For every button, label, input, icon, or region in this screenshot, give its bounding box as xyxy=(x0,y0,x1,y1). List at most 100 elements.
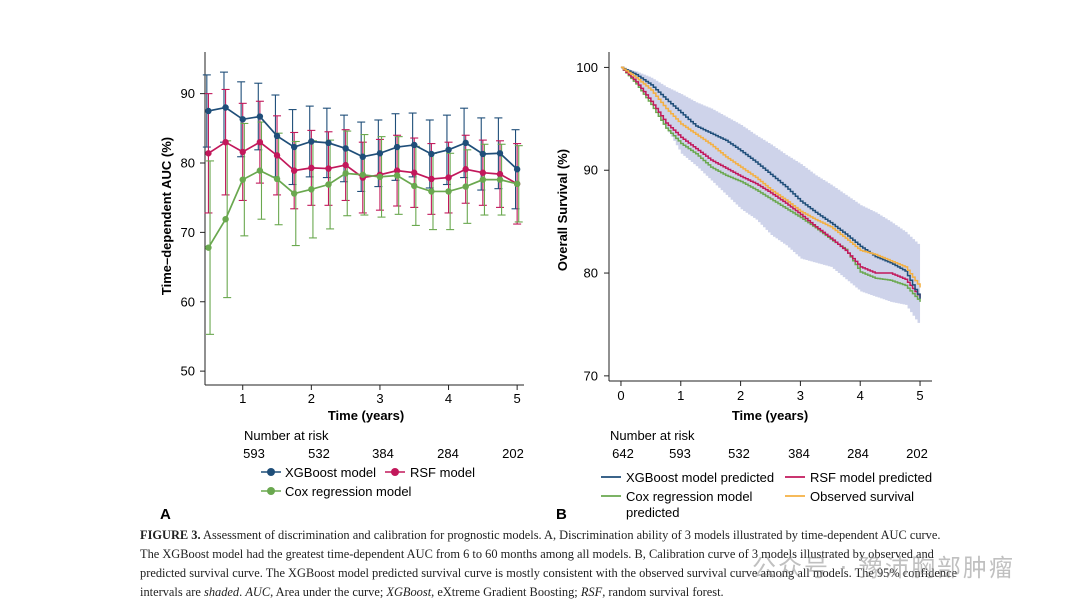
panel-b-x-tick-label: 3 xyxy=(797,388,804,403)
xgboost-model-point xyxy=(256,113,264,120)
rsf-model-point xyxy=(445,174,452,181)
panel-a-y-tick-label: 90 xyxy=(181,86,195,101)
rsf-model-point xyxy=(222,138,229,146)
caption-xgboost: XGBoost xyxy=(386,585,432,599)
xgboost-model-point xyxy=(325,139,332,147)
caption-auc: AUC xyxy=(245,585,271,599)
panel-a-risk-values: 593 532 384 284 202 xyxy=(243,446,524,461)
panel-a-x-tick-label: 4 xyxy=(445,391,452,406)
panel-a-risk-value: 593 xyxy=(243,446,265,461)
caption-body-3: , eXtreme Gradient Boosting; xyxy=(431,585,581,599)
xgboost-model-point xyxy=(308,138,315,145)
panel-a-y-tick-label: 60 xyxy=(181,294,195,309)
panel-a-x-axis-label: Time (years) xyxy=(328,408,404,423)
watermark-text: 公众号 · 豫沛胸部肿瘤 xyxy=(752,554,1015,582)
panel-a-y-ticks: 50 60 70 80 90 xyxy=(181,86,205,379)
xgboost-model-point xyxy=(393,143,401,151)
caption-body-1: Assessment of discrimination and calibra… xyxy=(140,528,958,599)
panel-a-y-tick-label: 80 xyxy=(181,156,195,171)
panel-b-risk-value: 532 xyxy=(728,446,750,461)
panel-b-risk-value: 284 xyxy=(847,446,869,461)
rsf-model-point xyxy=(290,167,298,174)
caption-body-4: , random survival forest. xyxy=(602,585,724,599)
cox-regression-model-point xyxy=(273,175,281,183)
rsf-model-point xyxy=(205,150,212,157)
cox-regression-model-point xyxy=(239,176,246,183)
panel-b-risk-title: Number at risk xyxy=(610,428,695,443)
cox-regression-model-point xyxy=(290,190,298,197)
xgboost-model-point xyxy=(428,150,435,158)
cox-regression-model-point xyxy=(411,182,418,190)
panel-b-x-tick-label: 5 xyxy=(916,388,923,403)
panel-b-x-tick-label: 4 xyxy=(857,388,864,403)
panel-b-risk-value: 384 xyxy=(788,446,810,461)
caption-lead: FIGURE 3. xyxy=(140,528,201,542)
cox-regression-model-point xyxy=(359,171,366,178)
panel-a-auc-chart: 1 2 3 4 5 50 60 70 80 90 Time (years) Time–depen… xyxy=(159,52,524,523)
rsf-model-point xyxy=(479,169,487,176)
panel-b-label: B xyxy=(556,506,567,523)
panel-a-x-tick-label: 1 xyxy=(239,391,246,406)
panel-b-x-tick-label: 1 xyxy=(677,388,684,403)
cox-regression-model-point xyxy=(445,188,452,195)
panel-b-y-axis-label: Overall Survival (%) xyxy=(555,149,570,271)
cox-regression-model-point xyxy=(393,172,401,179)
cox-regression-model-point xyxy=(222,215,229,223)
panel-a-y-tick-label: 70 xyxy=(181,225,195,240)
panel-a-series-points xyxy=(205,104,521,251)
panel-b-calibration-chart: 0 1 2 3 4 5 70 80 90 100 Time (years) Overall Su… xyxy=(555,52,932,523)
panel-a-error-bars xyxy=(202,71,523,335)
legend-cox-marker xyxy=(267,487,275,495)
panel-a-x-ticks: 1 2 3 4 5 xyxy=(239,385,521,406)
panel-b-x-tick-label: 2 xyxy=(737,388,744,403)
legend-xgboost-marker xyxy=(267,468,275,476)
panel-a-risk-value: 202 xyxy=(502,446,524,461)
panel-b-x-tick-label: 0 xyxy=(617,388,624,403)
rsf-model-point xyxy=(325,165,332,172)
cox-regression-model-point xyxy=(256,167,264,174)
legend-b-observed-label: Observed survival xyxy=(810,489,914,504)
panel-a-legend: XGBoost model RSF model Cox regression m… xyxy=(261,465,475,499)
cox-regression-model-point xyxy=(205,244,212,251)
cox-regression-model-point xyxy=(462,183,469,190)
panel-b-y-ticks: 70 80 90 100 xyxy=(576,60,609,383)
xgboost-model-point xyxy=(479,150,487,158)
panel-b-y-tick-label: 100 xyxy=(576,60,598,75)
cox-regression-model-point xyxy=(479,176,487,183)
legend-xgboost-label: XGBoost model xyxy=(285,465,376,480)
caption-shaded: shaded xyxy=(204,585,240,599)
panel-a-risk-value: 532 xyxy=(308,446,330,461)
panel-a-x-tick-label: 5 xyxy=(514,391,521,406)
legend-b-xgboost-label: XGBoost model predicted xyxy=(626,470,774,485)
rsf-model-point xyxy=(496,170,504,178)
rsf-model-point xyxy=(411,169,418,176)
panel-a-risk-title: Number at risk xyxy=(244,428,329,443)
xgboost-model-point xyxy=(359,153,366,160)
panel-a-x-tick-label: 2 xyxy=(308,391,315,406)
xgboost-model-point xyxy=(411,141,418,149)
xgboost-model-point xyxy=(496,150,504,157)
legend-cox-label: Cox regression model xyxy=(285,484,412,499)
panel-a-y-axis-label: Time–dependent AUC (%) xyxy=(159,137,174,295)
panel-b-y-tick-label: 90 xyxy=(584,163,598,178)
rsf-model-point xyxy=(308,164,315,172)
xgboost-model-point xyxy=(462,139,469,147)
legend-rsf-label: RSF model xyxy=(410,465,475,480)
observed-survival-line xyxy=(620,66,921,288)
panel-a-x-tick-label: 3 xyxy=(376,391,383,406)
legend-b-rsf-label: RSF model predicted xyxy=(810,470,932,485)
cox-regression-model-point xyxy=(428,188,435,195)
panel-a-risk-value: 284 xyxy=(437,446,459,461)
xgboost-model-point xyxy=(376,150,384,157)
panel-b-x-axis-label: Time (years) xyxy=(732,408,808,423)
rsf-model-predicted-line xyxy=(620,66,921,298)
panel-a-risk-value: 384 xyxy=(372,446,394,461)
panel-a-label: A xyxy=(160,506,171,523)
panel-b-risk-value: 593 xyxy=(669,446,691,461)
cox-regression-model-point xyxy=(496,176,504,183)
cox-regression-model-predicted-line xyxy=(620,66,921,302)
rsf-model-point xyxy=(239,148,246,156)
cox-regression-model-point xyxy=(342,170,349,177)
rsf-model-point xyxy=(393,167,401,174)
rsf-model-point xyxy=(428,175,435,183)
